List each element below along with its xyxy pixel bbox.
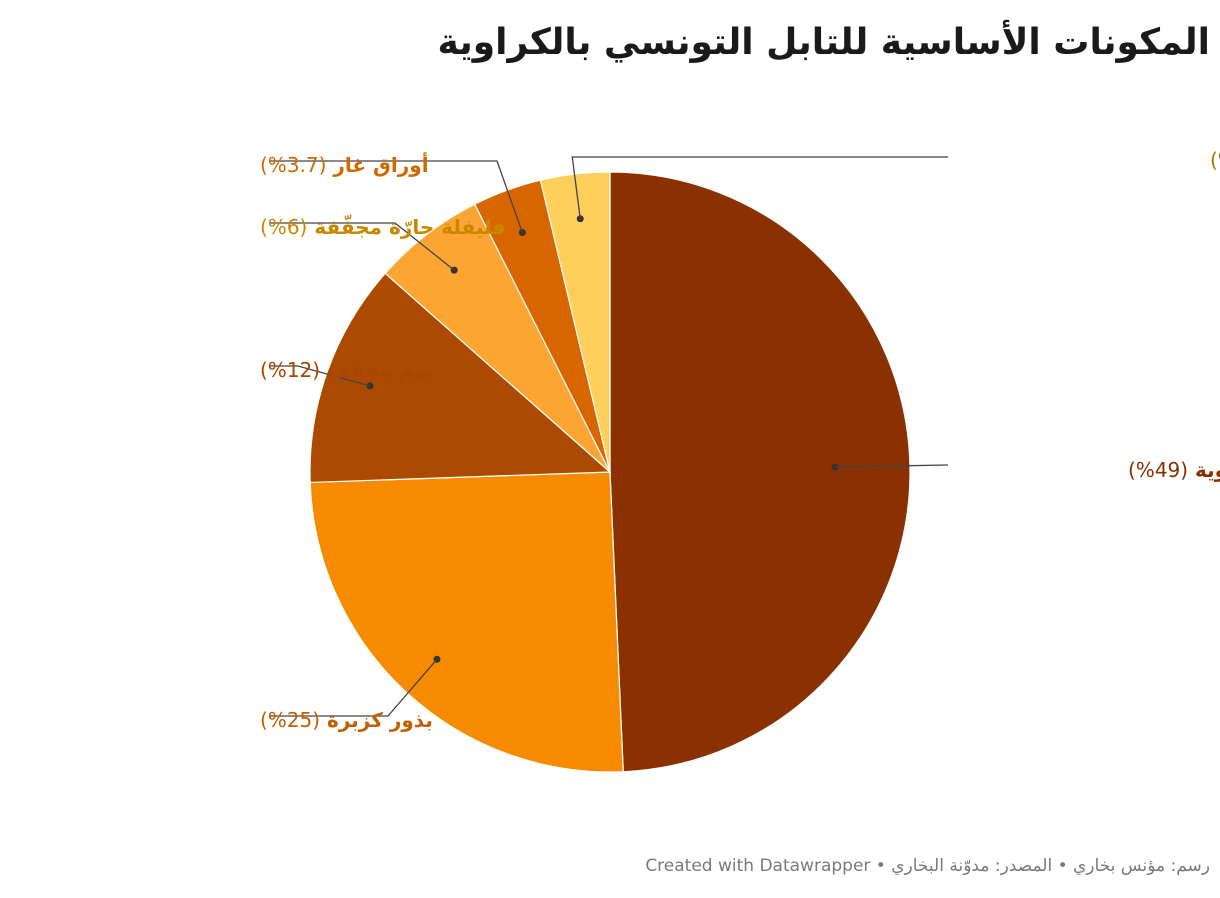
slice-label-value: (25%): [260, 708, 320, 732]
slice-label: فليفلة حارّة مجفّفة (6%): [260, 214, 505, 239]
slice-label-value: (49%): [1128, 458, 1188, 482]
leader-line: [571, 156, 948, 219]
pie-slice: [309, 272, 612, 484]
slice-label-value: (3.7%): [1210, 148, 1220, 172]
slice-label-value: (3.7%): [260, 153, 326, 177]
pie-slice: [609, 171, 911, 773]
slice-labels: بذور كراوية (49%) بذور كزبرة (25%) ثوم مجف…: [260, 146, 1220, 732]
leader-line: [270, 658, 438, 717]
leader-line: [270, 222, 455, 271]
slice-label-name: ثوم مجفّف: [320, 357, 434, 382]
slice-label-name: فليفلة حارّة مجفّفة: [307, 214, 505, 239]
slice-label-value: (12%): [260, 358, 320, 382]
slice-label: ثوم مجفّف (12%): [260, 357, 434, 382]
pie-slice: [309, 471, 624, 773]
chart-title: المكونات الأساسية للتابل التونسي بالكراو…: [437, 22, 1210, 63]
slice-label: أوراق غار (3.7%): [260, 151, 429, 177]
slice-label-name: أوراق غار: [326, 151, 428, 177]
slice-label-name: بذور كزبرة: [320, 708, 433, 732]
leader-line: [270, 365, 371, 387]
slice-label-name: بذور كراوية: [1188, 458, 1220, 482]
leader-line: [270, 160, 523, 233]
chart-footer: رسم: مؤنس بخاري • المصدر: مدوّنة البخاري…: [645, 856, 1210, 876]
leader-line: [834, 464, 949, 468]
slice-label: فلفل أسود (3.7%): [1210, 146, 1220, 172]
slice-label: بذور كزبرة (25%): [260, 708, 433, 732]
slice-label: بذور كراوية (49%): [1128, 458, 1220, 482]
slice-label-value: (6%): [260, 215, 307, 239]
leader-lines: [270, 156, 949, 717]
pie-slices: [309, 171, 911, 773]
